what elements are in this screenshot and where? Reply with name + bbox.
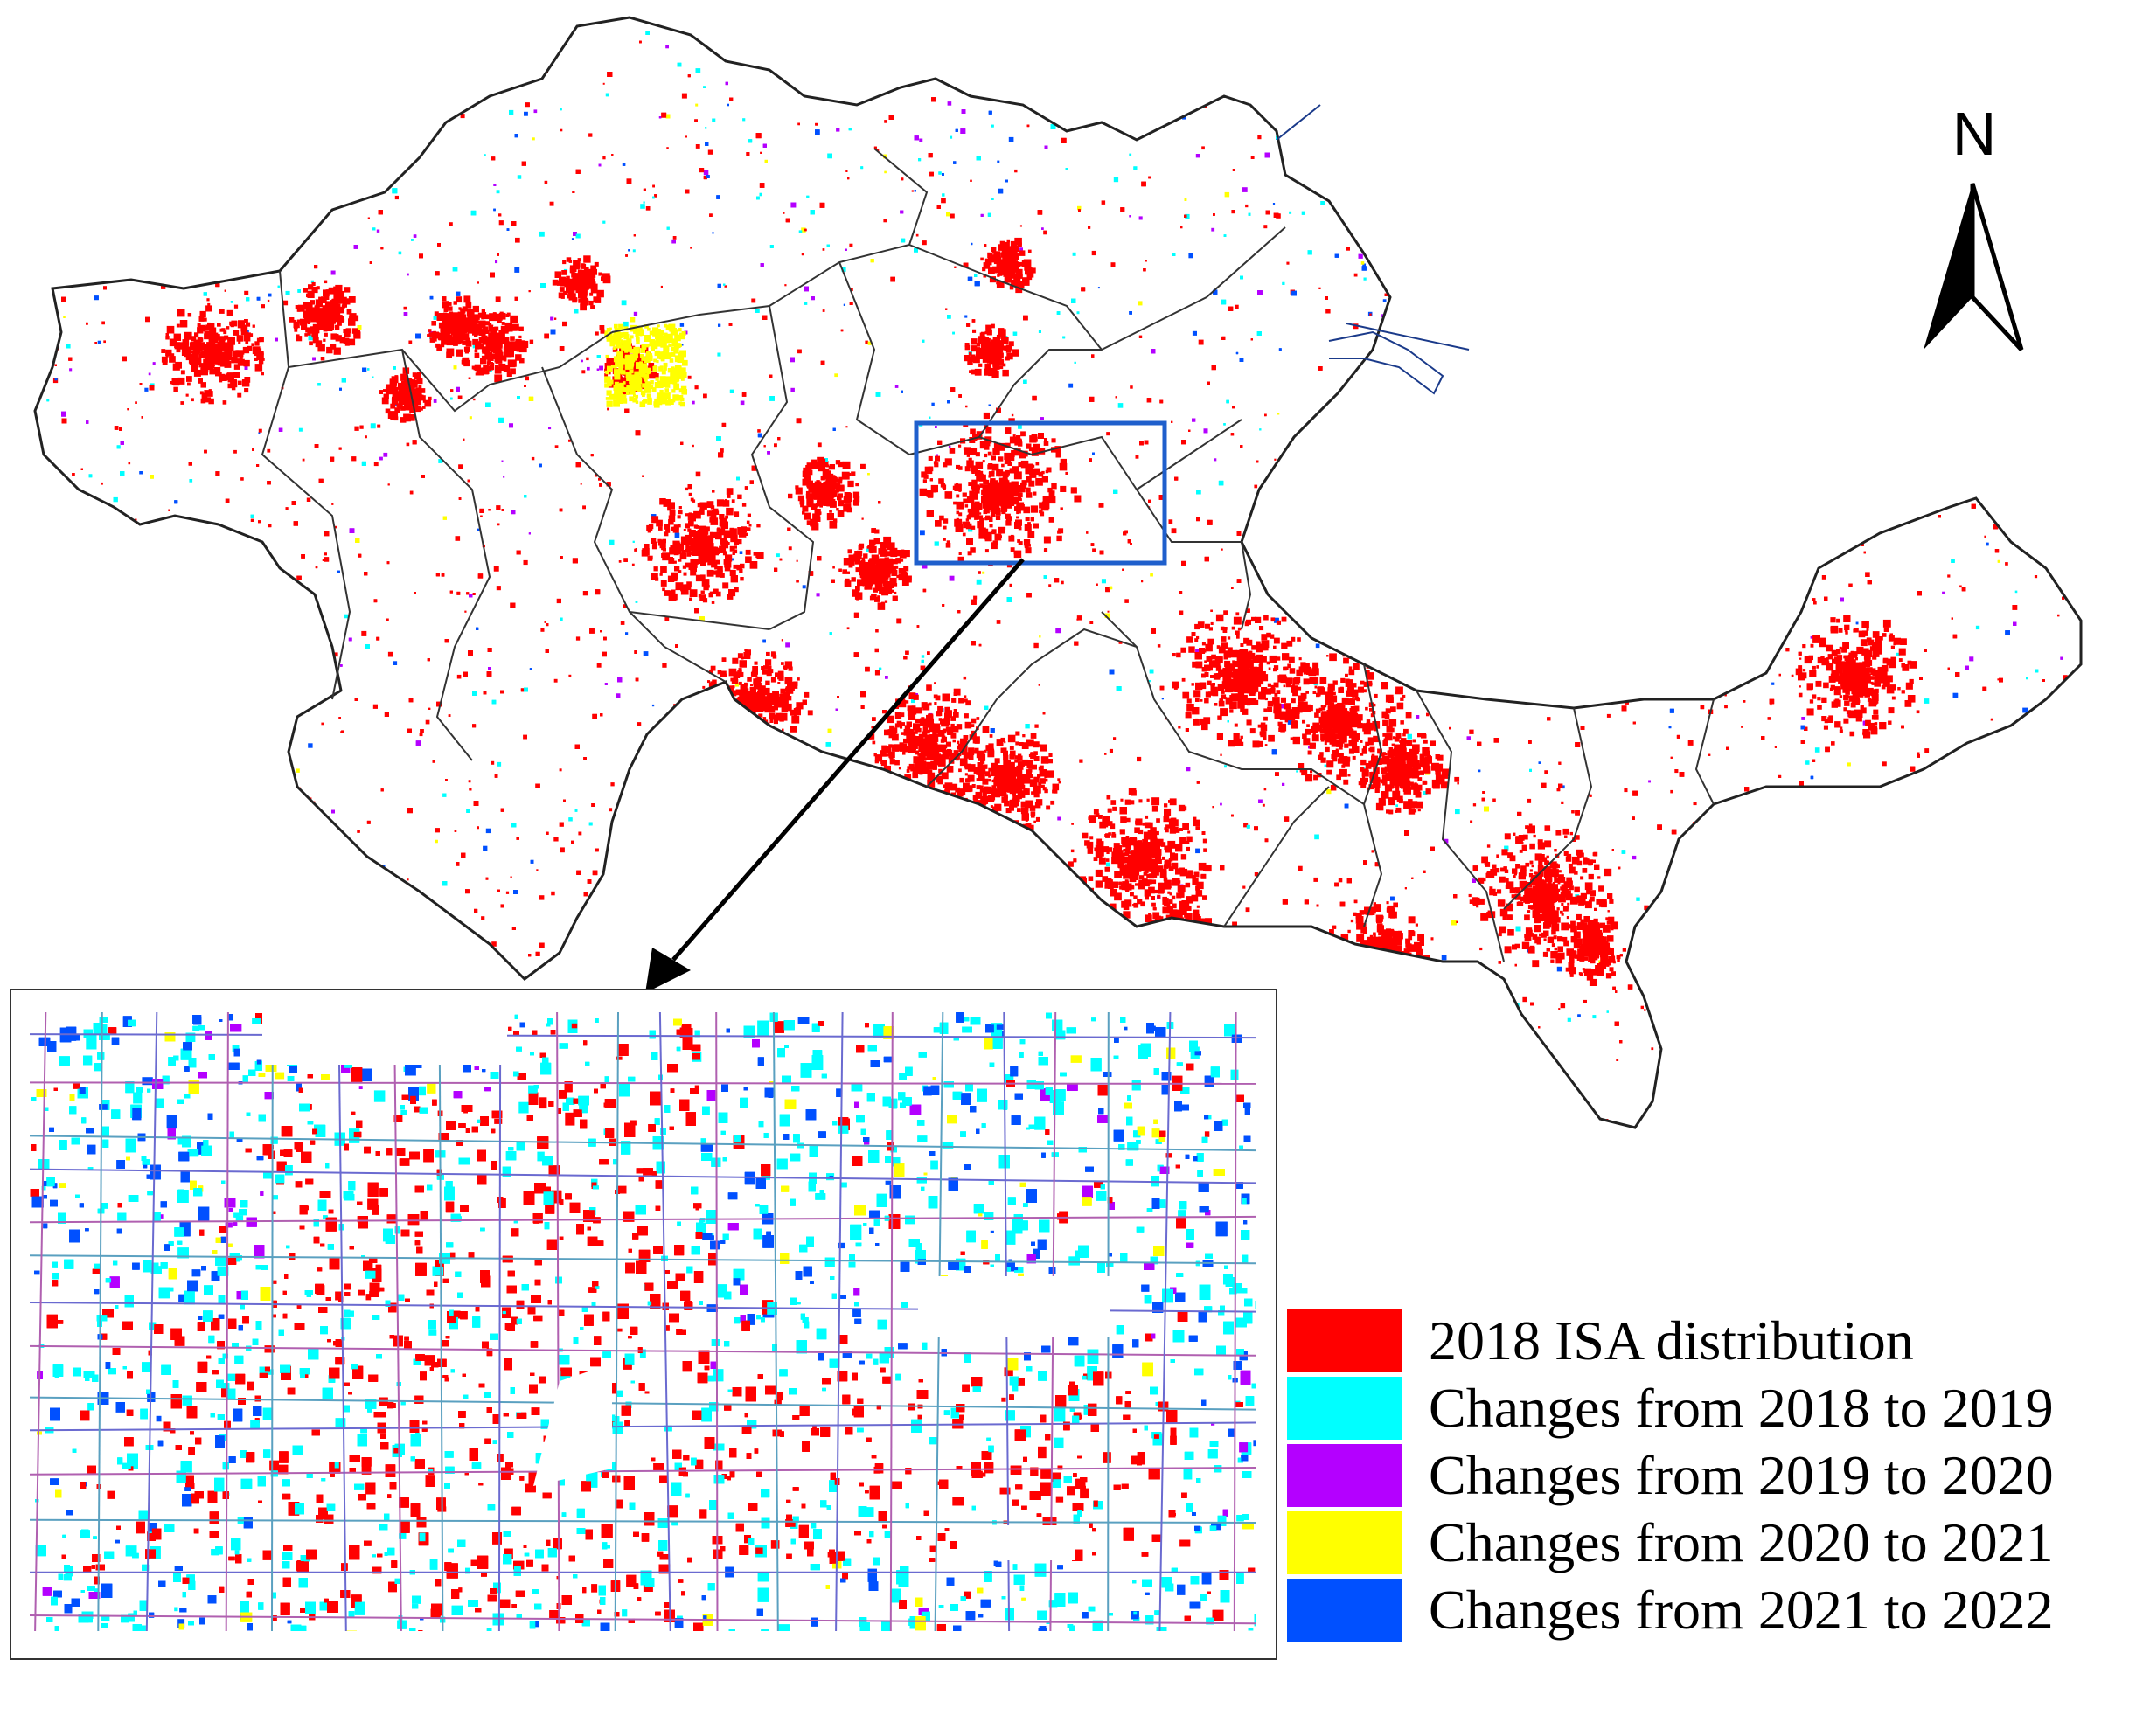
legend-label: 2018 ISA distribution (1429, 1313, 1914, 1369)
legend-label: Changes from 2021 to 2022 (1429, 1582, 2054, 1638)
legend-label: Changes from 2020 to 2021 (1429, 1515, 2054, 1571)
legend-item: Changes from 2020 to 2021 (1287, 1511, 2126, 1574)
district-boundaries (261, 148, 1715, 962)
north-arrow-icon (1924, 183, 2024, 351)
legend: 2018 ISA distribution Changes from 2018 t… (1287, 1309, 2126, 1646)
zoom-arrow-head (645, 948, 691, 993)
study-area-frame (914, 420, 1167, 566)
north-label: N (1939, 103, 2009, 164)
river-lines (1276, 104, 1470, 395)
legend-label: Changes from 2018 to 2019 (1429, 1380, 2054, 1436)
inset-map (10, 989, 1277, 1660)
legend-item: Changes from 2021 to 2022 (1287, 1579, 2126, 1642)
legend-label: Changes from 2019 to 2020 (1429, 1448, 2054, 1503)
legend-swatch (1287, 1511, 1402, 1574)
legend-item: Changes from 2019 to 2020 (1287, 1444, 2126, 1507)
overview-land-change-dots (35, 17, 2081, 1128)
zoom-arrow-line (671, 558, 1025, 962)
legend-swatch (1287, 1309, 1402, 1372)
legend-swatch (1287, 1377, 1402, 1440)
region-fill (35, 17, 2081, 1128)
inset-open-areas (262, 1012, 1110, 1560)
inset-land-change-dots (30, 1012, 1256, 1631)
legend-swatch (1287, 1444, 1402, 1507)
overview-map (33, 16, 2083, 1129)
legend-item: Changes from 2018 to 2019 (1287, 1377, 2126, 1440)
legend-swatch (1287, 1579, 1402, 1642)
legend-item: 2018 ISA distribution (1287, 1309, 2126, 1372)
